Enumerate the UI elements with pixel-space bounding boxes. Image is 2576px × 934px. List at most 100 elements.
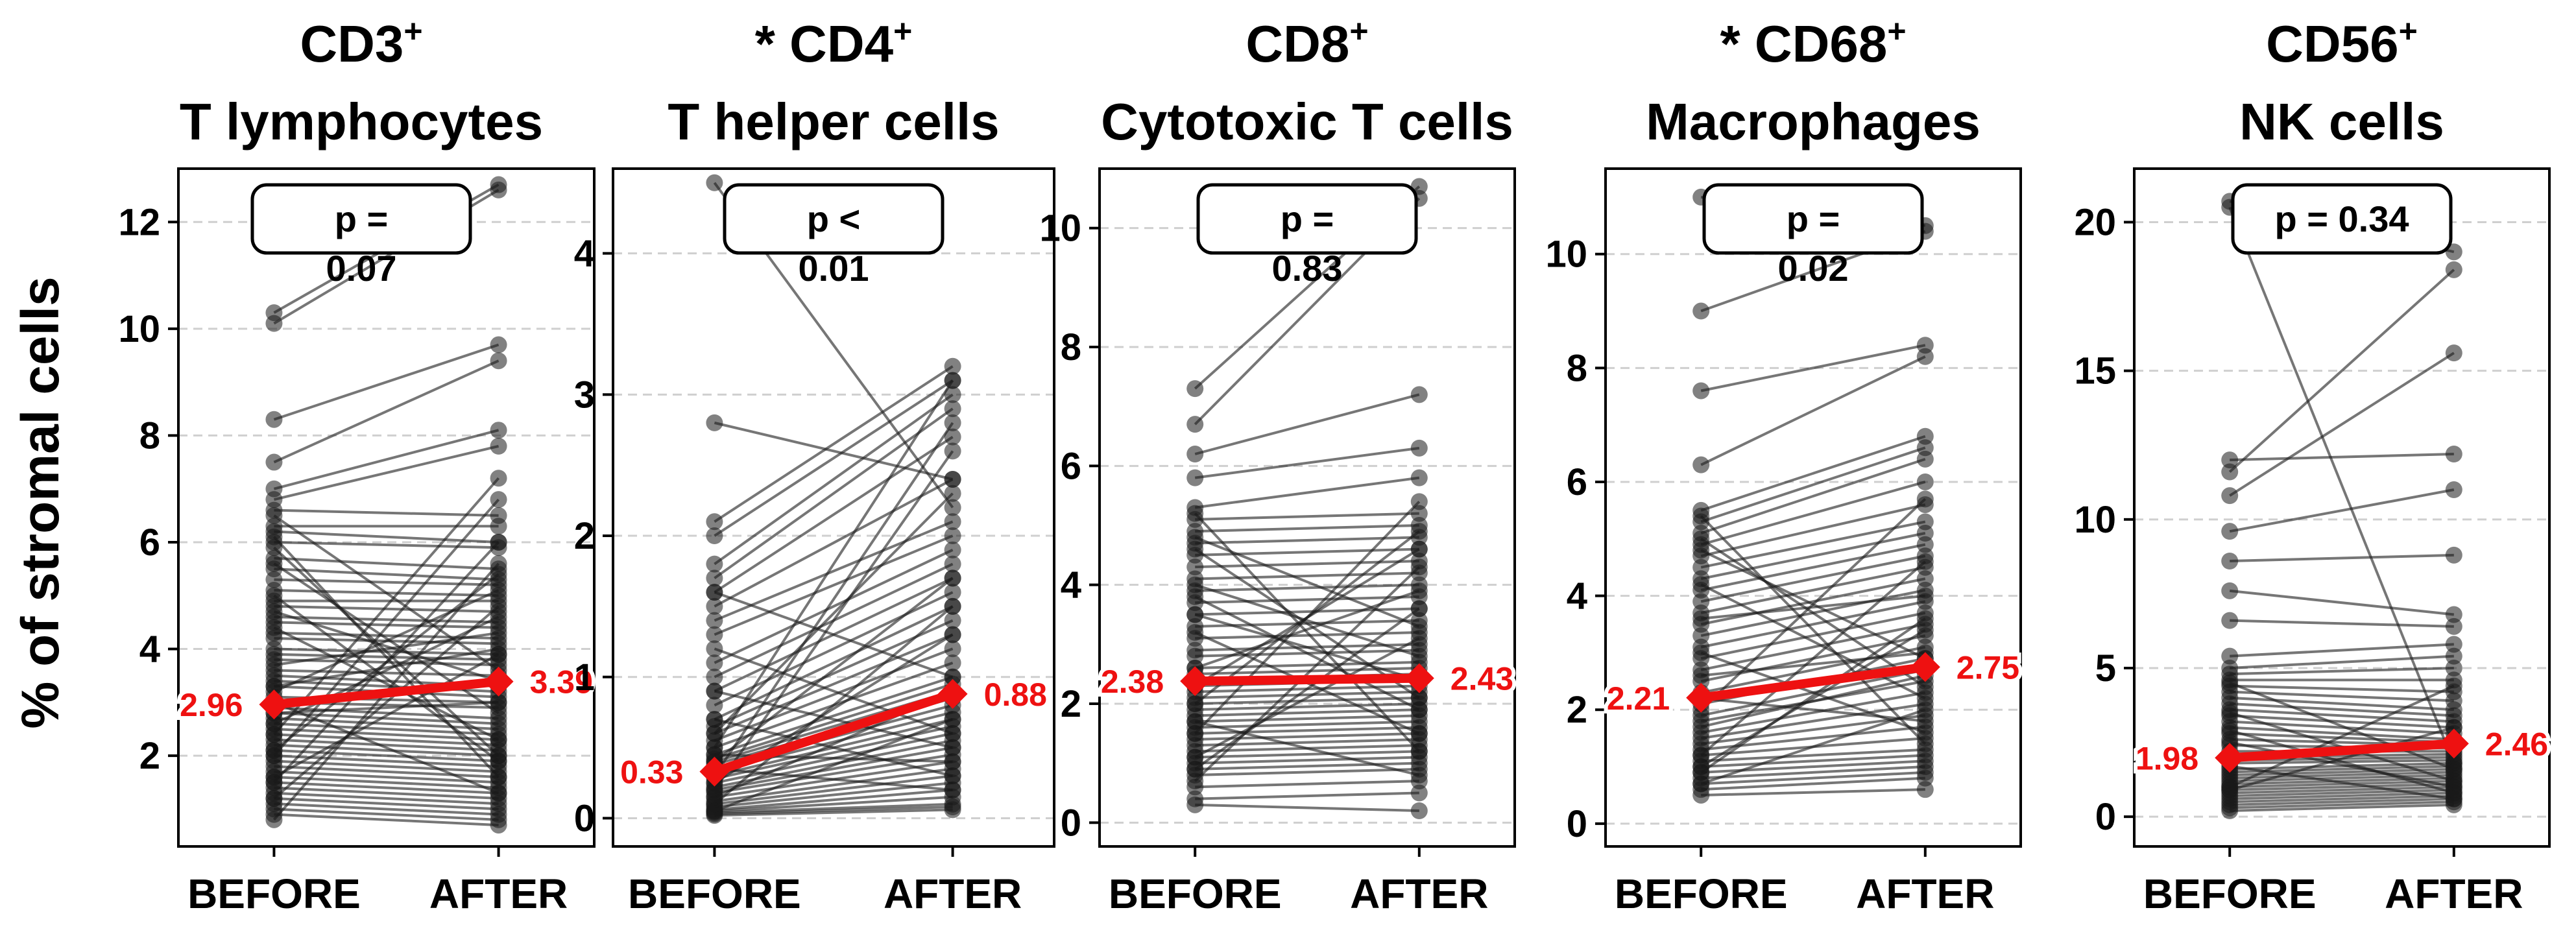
point-before xyxy=(1692,644,1710,662)
point-after xyxy=(490,693,507,711)
point-after xyxy=(1916,735,1934,752)
panel-title-line2: Cytotoxic T cells xyxy=(1101,93,1513,150)
point-after xyxy=(1916,473,1934,490)
pair-line xyxy=(273,343,500,421)
axes-frame xyxy=(612,167,1055,848)
axes-frame xyxy=(2133,167,2551,848)
point-after xyxy=(2445,660,2462,677)
mean-line xyxy=(2229,739,2455,763)
pair-line xyxy=(273,429,500,490)
pair-line xyxy=(274,509,499,517)
point-after xyxy=(1410,630,1428,647)
x-category-label: AFTER xyxy=(1350,870,1488,917)
point-before xyxy=(706,174,723,191)
point-before xyxy=(1186,748,1204,766)
pair-line xyxy=(1700,520,1926,569)
pair-line xyxy=(2230,702,2454,717)
point-before xyxy=(265,619,283,636)
y-tick-label: 8 xyxy=(139,414,160,457)
points xyxy=(706,174,961,824)
point-before xyxy=(1692,382,1710,400)
y-tick-label: 0 xyxy=(1061,802,1081,844)
pair-line xyxy=(2229,684,2455,789)
y-tick-label: 2 xyxy=(139,735,160,777)
pair-line xyxy=(1195,560,1419,569)
mean-label-before: 2.38 xyxy=(1101,664,1164,700)
pair-line xyxy=(2230,553,2454,562)
pair-line xyxy=(2230,788,2454,798)
point-before xyxy=(2221,722,2239,739)
point-before xyxy=(1186,624,1204,641)
axes-frame xyxy=(1604,167,2022,848)
pair-line xyxy=(274,540,499,549)
title-superscript: + xyxy=(893,13,912,49)
point-after xyxy=(490,731,507,748)
mean-label-before: 2.96 xyxy=(180,687,243,723)
point-after xyxy=(944,357,961,375)
p-value-label-top: p = xyxy=(335,198,388,239)
pair-line xyxy=(273,573,500,752)
point-before xyxy=(2221,674,2239,691)
pair-line xyxy=(274,727,499,741)
pair-line xyxy=(1700,543,1926,592)
pair-line xyxy=(1700,629,1926,768)
pair-line xyxy=(2229,589,2455,616)
pair-line xyxy=(714,435,954,593)
point-before xyxy=(265,411,283,428)
pair-line xyxy=(1700,555,1926,603)
pair-line xyxy=(2229,682,2455,771)
pair-line xyxy=(2230,453,2454,462)
mean-marker-after xyxy=(483,666,514,697)
pair-line xyxy=(274,605,499,613)
mean-marker-before xyxy=(1686,682,1716,713)
p-value-box xyxy=(723,183,945,255)
mean-marker-before xyxy=(1180,666,1210,697)
point-before xyxy=(2221,734,2239,751)
point-after xyxy=(490,582,507,599)
pair-line xyxy=(1195,583,1419,592)
pair-line xyxy=(1194,476,1420,509)
point-after xyxy=(490,533,507,551)
point-before xyxy=(2221,802,2239,819)
title-superscript: + xyxy=(1349,13,1368,49)
panel-title-line1: CD8+ xyxy=(1246,13,1368,73)
mean-label-after: 2.43 xyxy=(1451,661,1513,697)
panel-title-line1: * CD68+ xyxy=(1720,13,1906,73)
pair-line xyxy=(714,675,954,756)
point-before xyxy=(1186,647,1204,665)
point-before xyxy=(265,811,283,828)
point-before xyxy=(1692,667,1710,684)
point-after xyxy=(1916,781,1934,798)
point-after xyxy=(490,470,507,487)
p-value-box xyxy=(250,183,472,255)
y-tick-label: 3 xyxy=(574,374,595,416)
pair-line xyxy=(1194,607,1420,771)
point-after xyxy=(1410,469,1428,486)
point-before xyxy=(1692,775,1710,793)
point-before xyxy=(1692,758,1710,776)
x-category-label: AFTER xyxy=(2385,870,2523,917)
point-after xyxy=(1410,617,1428,635)
panel-title-line1: * CD4+ xyxy=(755,13,913,73)
pair-line xyxy=(2230,785,2454,795)
title-prefix: * xyxy=(755,15,789,73)
point-before xyxy=(706,513,723,531)
point-after xyxy=(944,612,961,629)
point-after xyxy=(1916,587,1934,605)
pair-line xyxy=(714,767,953,791)
pair-line xyxy=(272,498,500,757)
point-before xyxy=(1692,302,1710,320)
paired-lines xyxy=(272,183,500,827)
point-after xyxy=(1410,493,1428,510)
pair-line xyxy=(714,689,954,749)
pair-line xyxy=(1700,355,1926,466)
y-tick-label: 4 xyxy=(1061,564,1081,606)
pair-line xyxy=(2230,654,2454,669)
pair-line xyxy=(273,653,500,778)
pair-line xyxy=(1700,532,1926,581)
point-after xyxy=(944,640,961,658)
pair-line xyxy=(1195,690,1419,699)
pair-line xyxy=(714,795,953,813)
point-after xyxy=(944,400,961,418)
